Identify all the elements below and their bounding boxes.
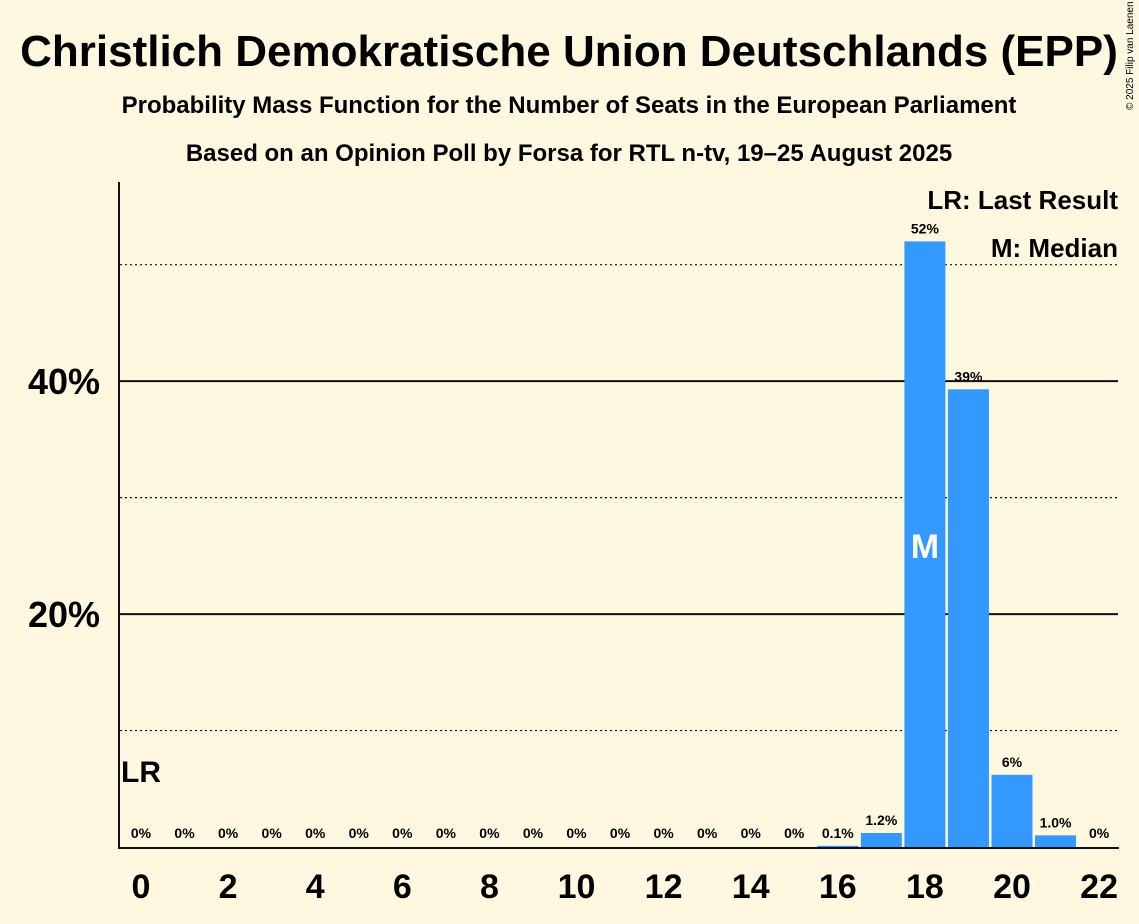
chart-subtitle: Probability Mass Function for the Number…	[122, 92, 1017, 119]
x-tick-label: 12	[645, 868, 683, 906]
bar-label-seat-13: 0%	[697, 825, 718, 841]
y-tick-label: 40%	[28, 361, 100, 402]
bar-seat-18	[904, 241, 946, 847]
bar-label-seat-12: 0%	[653, 825, 674, 841]
x-tick-label: 22	[1080, 868, 1118, 906]
bar-label-seat-2: 0%	[218, 825, 239, 841]
chart-subtitle-source: Based on an Opinion Poll by Forsa for RT…	[186, 140, 952, 167]
legend-median: M: Median	[991, 233, 1118, 263]
x-tick-label: 10	[558, 868, 596, 906]
x-tick-label: 16	[819, 868, 857, 906]
x-tick-label: 14	[732, 868, 770, 906]
bar-label-seat-7: 0%	[436, 825, 457, 841]
bar-value-labels: 0% 0% 0% 0% 0% 0% 0% 0% 0% 0% 0% 0% 0% 0% 0% 0% 0.1% 1.2%…	[131, 220, 1110, 841]
bar-seat-16	[817, 845, 859, 847]
copyright-text: © 2025 Filip van Laenen	[1125, 1, 1136, 110]
last-result-marker: LR	[121, 756, 161, 789]
legend-last-result: LR: Last Result	[927, 185, 1118, 215]
bar-label-seat-4: 0%	[305, 825, 326, 841]
bar-label-seat-6: 0%	[392, 825, 413, 841]
x-tick-label: 0	[132, 868, 151, 906]
bar-seat-19	[947, 389, 989, 847]
bars	[817, 241, 1077, 847]
bar-label-seat-5: 0%	[349, 825, 370, 841]
x-axis-ticks: 0 2 4 6 8 10 12 14 16 18 20 22	[132, 868, 1118, 906]
bar-label-seat-1: 0%	[174, 825, 195, 841]
bar-seat-20	[991, 774, 1033, 847]
bar-label-seat-9: 0%	[523, 825, 544, 841]
bar-label-seat-16: 0.1%	[822, 825, 854, 841]
bar-label-seat-14: 0%	[741, 825, 762, 841]
bar-seat-17	[860, 833, 902, 847]
y-tick-label: 20%	[28, 594, 100, 635]
x-tick-label: 4	[306, 868, 325, 906]
bar-label-seat-18: 52%	[911, 220, 940, 236]
bar-label-seat-15: 0%	[784, 825, 805, 841]
bar-label-seat-11: 0%	[610, 825, 631, 841]
bar-label-seat-8: 0%	[479, 825, 500, 841]
x-tick-label: 6	[393, 868, 412, 906]
bar-label-seat-10: 0%	[566, 825, 587, 841]
bar-label-seat-17: 1.2%	[865, 812, 897, 828]
bar-label-seat-19: 39%	[954, 368, 983, 384]
chart-title: Christlich Demokratische Union Deutschla…	[20, 27, 1118, 76]
median-marker: M	[911, 528, 939, 566]
x-tick-label: 8	[480, 868, 499, 906]
y-axis-ticks: 20% 40%	[28, 361, 100, 635]
x-tick-label: 18	[906, 868, 944, 906]
bar-label-seat-3: 0%	[262, 825, 283, 841]
bar-label-seat-22: 0%	[1089, 825, 1110, 841]
bar-label-seat-0: 0%	[131, 825, 152, 841]
bar-label-seat-21: 1.0%	[1040, 814, 1072, 830]
bar-seat-21	[1035, 835, 1077, 847]
x-tick-label: 20	[993, 868, 1031, 906]
bar-label-seat-20: 6%	[1002, 754, 1023, 770]
x-tick-label: 2	[219, 868, 238, 906]
